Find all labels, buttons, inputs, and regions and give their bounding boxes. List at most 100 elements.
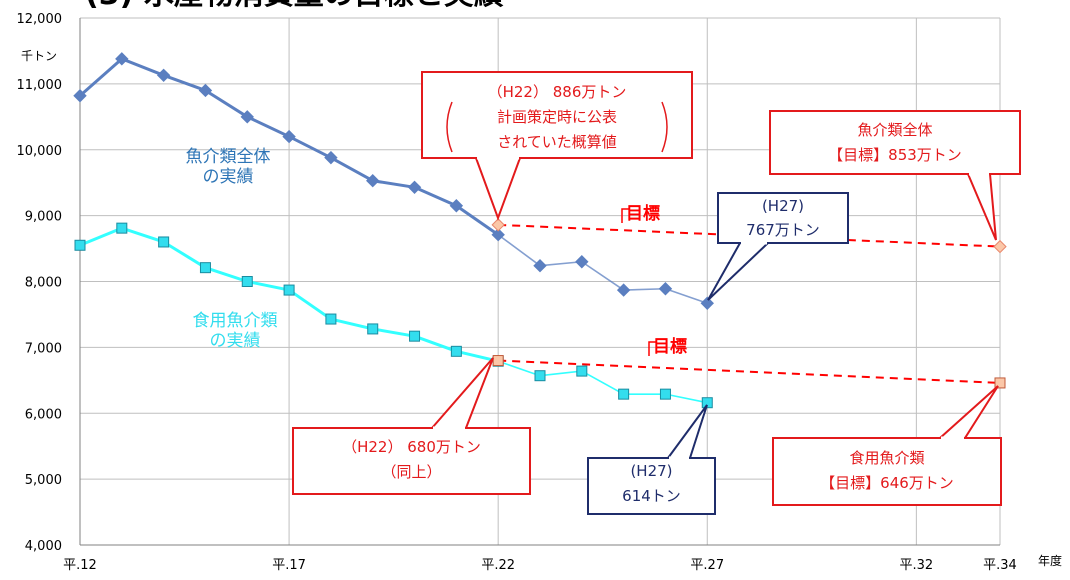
callout-tail (429, 357, 494, 429)
series-label: 魚介類全体 (186, 147, 271, 167)
series-segment (121, 226, 165, 244)
data-point (156, 68, 171, 83)
data-point (240, 110, 254, 124)
data-point (407, 180, 422, 195)
y-tick-label: 4,000 (25, 539, 62, 554)
series-segment (497, 360, 541, 377)
series-segment (497, 234, 541, 267)
y-tick-label: 11,000 (17, 78, 63, 93)
series-segment (79, 226, 123, 247)
series-segment (121, 57, 165, 77)
target-point (994, 377, 1006, 389)
series-segment (581, 370, 625, 395)
data-point (73, 89, 87, 103)
series-segment (413, 185, 457, 208)
series-segment (665, 287, 708, 304)
data-point (199, 262, 211, 274)
callout-tail (474, 157, 522, 221)
data-point (409, 330, 421, 342)
series-segment (288, 288, 332, 321)
data-point (659, 388, 671, 400)
series-label: 食用魚介類 (193, 311, 278, 331)
y-tick-label: 5,000 (25, 473, 62, 488)
series-segment (539, 260, 582, 267)
callout-paren-right (661, 101, 668, 153)
callout-box (772, 437, 1002, 506)
series-segment (372, 179, 415, 189)
y-tick-label: 12,000 (17, 12, 63, 27)
series-segment (623, 287, 666, 291)
data-point (616, 283, 631, 297)
callout-text: （H22） 680万トン (342, 438, 481, 456)
data-point (450, 345, 462, 357)
callout-text: 計画策定時に公表 (497, 108, 617, 126)
series-segment (246, 115, 290, 138)
y-axis-unit: 千トン (21, 49, 57, 63)
x-tick-label: 平.27 (690, 558, 724, 573)
callout-text: 614トン (622, 487, 681, 505)
axes: 4,000 5,000 6,000 7,000 8,000 9,000 10,000 11,0… (17, 12, 1063, 573)
callout-box (717, 192, 849, 244)
series-segment (539, 370, 582, 377)
series-segment (455, 204, 500, 236)
callout-box (421, 71, 693, 159)
callout-paren-left (446, 101, 453, 153)
target-point (993, 239, 1007, 254)
series-segment (330, 317, 374, 331)
callout-text: 食用魚介類 (849, 449, 924, 467)
data-point (241, 276, 253, 287)
callout-text: 魚介類全体 (857, 121, 932, 139)
series-segment (372, 327, 415, 338)
data-point (282, 129, 296, 144)
x-tick-label: 平.32 (900, 558, 934, 573)
data-point (198, 83, 213, 98)
data-point (534, 370, 546, 382)
series-label: の実績 (210, 331, 261, 351)
chart-title: (3) 水産物消費量の目標と実績 (85, 0, 504, 12)
x-tick-label: 平.17 (272, 558, 306, 573)
callout-tail (966, 173, 997, 241)
x-axis-unit: 年度 (1038, 553, 1062, 568)
callout-text: 【目標】853万トン (828, 146, 962, 164)
series-segment (204, 266, 248, 283)
callout-text: 【目標】646万トン (820, 474, 954, 492)
data-series (73, 52, 1007, 409)
data-point (74, 239, 86, 251)
callout-box (292, 427, 531, 495)
data-point (324, 150, 338, 165)
series-segment (288, 135, 332, 159)
series-segment (246, 280, 290, 292)
series-segment (414, 334, 457, 353)
goal-label: 目標 (653, 336, 687, 357)
x-tick-label: 平.12 (63, 558, 97, 573)
y-tick-label: 9,000 (25, 210, 62, 225)
callout-tail (707, 242, 771, 301)
callout-tail (937, 385, 999, 439)
series-segment (162, 240, 207, 269)
data-point (533, 258, 547, 273)
series-segment (79, 57, 123, 97)
data-point (325, 313, 337, 325)
y-tick-label: 10,000 (17, 144, 63, 159)
data-point (283, 284, 295, 296)
data-point (116, 222, 128, 234)
data-point (618, 388, 630, 400)
callout-text: （H22） 886万トン (488, 83, 627, 101)
data-point (576, 365, 588, 377)
data-point (700, 296, 714, 310)
data-point (701, 397, 713, 409)
goal-bracket (648, 341, 657, 356)
data-point (491, 228, 505, 242)
data-point (115, 52, 129, 66)
target-point (491, 218, 505, 232)
series-label: の実績 (203, 167, 254, 187)
callout-text: 767万トン (746, 221, 820, 239)
data-point (366, 174, 380, 188)
data-point (575, 255, 589, 269)
series-segment (204, 89, 249, 119)
callout-box (587, 457, 716, 515)
data-point (158, 236, 170, 248)
